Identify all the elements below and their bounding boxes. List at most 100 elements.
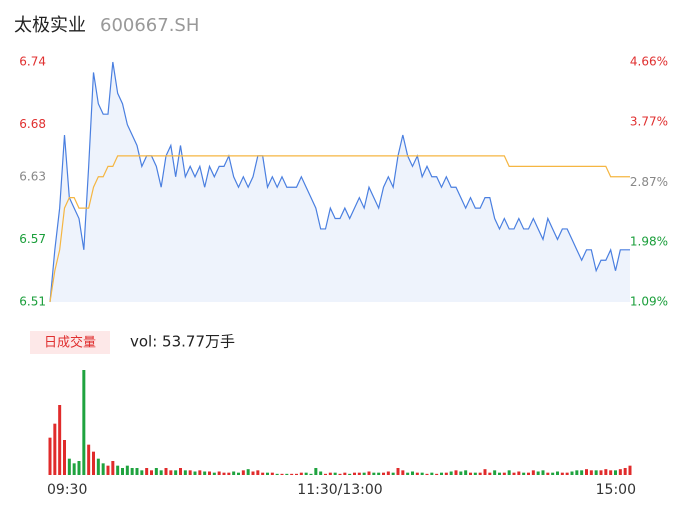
volume-bar (275, 473, 279, 475)
volume-bar (594, 470, 598, 475)
volume-bar (406, 472, 410, 475)
volume-bar (130, 468, 134, 475)
volume-bar (580, 470, 584, 475)
volume-bar (53, 423, 57, 475)
volume-bar (609, 470, 613, 475)
volume-bar (179, 468, 182, 475)
volume-bar (328, 472, 332, 475)
volume-bar (560, 472, 564, 475)
volume-bar (527, 472, 530, 475)
volume-bar (372, 472, 376, 475)
volume-label-box (30, 331, 110, 354)
volume-bar (212, 472, 216, 475)
volume-bar (319, 471, 323, 475)
volume-bar (551, 472, 555, 475)
volume-bar (217, 471, 221, 475)
price-area (50, 62, 630, 302)
volume-bar (488, 472, 492, 475)
volume-bar (440, 472, 443, 475)
series-line (49, 155, 630, 303)
volume-bar (67, 458, 71, 475)
x-tick-label: 15:00 (596, 482, 636, 498)
volume-bar (585, 469, 588, 475)
volume-bar (174, 470, 178, 475)
volume-bar (135, 468, 139, 475)
y-tick-label: 6.57 (19, 232, 46, 246)
volume-bar (285, 473, 289, 475)
volume-bar (348, 473, 352, 475)
volume-bar (618, 469, 622, 475)
volume-bar (145, 468, 149, 475)
volume-bar (111, 461, 115, 475)
volume-bar (92, 451, 95, 475)
volume-bar (469, 472, 472, 475)
volume-bar (256, 470, 260, 475)
volume-bar (512, 472, 516, 475)
volume-bar (483, 469, 487, 475)
volume-bar (188, 470, 192, 475)
volume-bar (353, 472, 356, 475)
volume-bar (531, 470, 535, 475)
volume-bar (522, 472, 526, 475)
volume-bar (420, 472, 424, 475)
volume-bar (208, 471, 211, 475)
volume-bar (183, 470, 187, 475)
volume-bar (154, 468, 158, 475)
volume-bar (386, 471, 390, 475)
volume-bar (614, 470, 617, 475)
volume-bar (454, 470, 458, 475)
volume-bar (623, 468, 627, 475)
volume-bar (96, 458, 100, 475)
volume-bar (396, 468, 400, 475)
volume-bar (570, 471, 574, 475)
volume-bar (150, 470, 153, 475)
y2-tick-label: 1.09% (630, 295, 668, 309)
volume-bar (125, 465, 129, 475)
volume-bar (299, 472, 303, 475)
y-tick-label: 6.63 (19, 169, 46, 183)
volume-bar (498, 472, 501, 475)
volume-bar (493, 470, 497, 475)
volume-bar (198, 470, 202, 475)
y2-tick-label: 4.66% (630, 55, 668, 69)
volume-bar (382, 472, 385, 475)
volume-bar (251, 471, 255, 475)
volume-bar (338, 473, 342, 475)
volume-bar (290, 473, 294, 475)
volume-bar (266, 472, 269, 475)
y-tick-label: 6.74 (19, 55, 46, 69)
volume-bar (541, 470, 545, 475)
chart-subtitle: 600667.SH (100, 15, 199, 36)
volume-bar (193, 471, 197, 475)
volume-bar (87, 444, 91, 475)
x-tick-label: 11:30/13:00 (297, 482, 382, 498)
volume-bar (140, 470, 144, 475)
volume-bar (232, 471, 236, 475)
volume-bar (459, 471, 463, 475)
volume-bar (246, 469, 250, 475)
volume-bar (473, 472, 477, 475)
volume-bar (241, 470, 245, 475)
volume-bar (304, 472, 308, 475)
volume-bar (464, 470, 468, 475)
volume-bar (425, 473, 429, 475)
volume-bar (517, 471, 521, 475)
volume-bar (362, 472, 366, 475)
volume-label: 日成交量 (44, 335, 96, 351)
y2-tick-label: 3.77% (630, 114, 668, 128)
volume-bar (391, 472, 395, 475)
volume-bar (444, 472, 448, 475)
volume-bar (203, 471, 207, 475)
volume-bar (478, 472, 482, 475)
volume-bar (411, 471, 414, 475)
volume-bar (48, 437, 52, 475)
volume-bar (72, 463, 76, 475)
volume-bar (324, 473, 327, 475)
volume-bar (367, 471, 371, 475)
volume-bar (280, 473, 284, 475)
volume-bar (333, 472, 337, 475)
volume-bar (116, 465, 120, 475)
volume-bar (82, 370, 86, 475)
y2-tick-label: 2.87% (630, 175, 668, 189)
